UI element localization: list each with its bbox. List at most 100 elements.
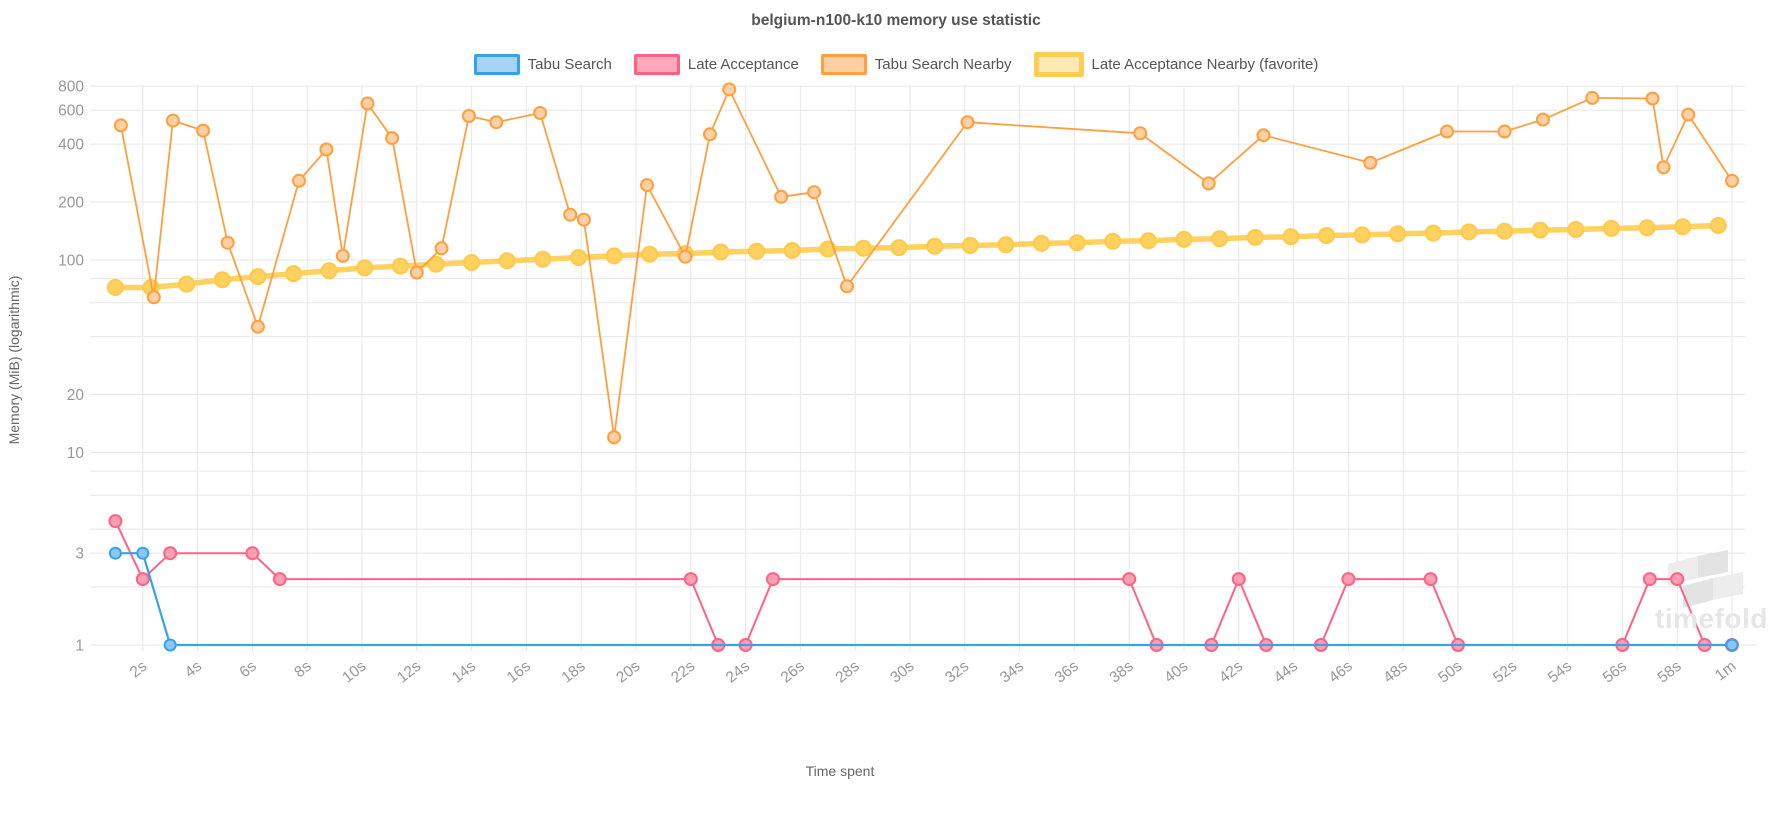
point-late-acceptance-nearby-favorite[interactable] <box>178 275 196 293</box>
point-tabu-search[interactable] <box>1725 638 1739 652</box>
point-tabu-search-nearby[interactable] <box>1256 128 1271 143</box>
point-late-acceptance-nearby-favorite[interactable] <box>213 271 231 289</box>
point-late-acceptance-nearby-favorite[interactable] <box>391 257 409 275</box>
point-tabu-search-nearby[interactable] <box>165 113 180 128</box>
legend-item-tabu-search[interactable]: Tabu Search <box>473 54 612 75</box>
point-tabu-search-nearby[interactable] <box>1681 107 1696 122</box>
point-tabu-search-nearby[interactable] <box>113 118 128 133</box>
point-late-acceptance-nearby-favorite[interactable] <box>534 250 552 268</box>
point-tabu-search-nearby[interactable] <box>576 212 591 227</box>
point-late-acceptance-nearby-favorite[interactable] <box>605 247 623 265</box>
point-late-acceptance-nearby-favorite[interactable] <box>854 239 872 257</box>
point-tabu-search-nearby[interactable] <box>607 430 622 445</box>
point-late-acceptance-nearby-favorite[interactable] <box>961 237 979 254</box>
point-tabu-search-nearby[interactable] <box>409 265 424 280</box>
point-late-acceptance[interactable] <box>163 546 178 561</box>
point-tabu-search-nearby[interactable] <box>563 207 578 222</box>
point-late-acceptance-nearby-favorite[interactable] <box>1602 219 1620 237</box>
point-late-acceptance-nearby-favorite[interactable] <box>285 265 302 283</box>
point-tabu-search-nearby[interactable] <box>146 290 161 305</box>
point-late-acceptance-nearby-favorite[interactable] <box>1638 219 1656 237</box>
point-tabu-search-nearby[interactable] <box>1497 124 1512 139</box>
point-tabu-search-nearby[interactable] <box>360 96 375 111</box>
point-tabu-search[interactable] <box>163 638 177 652</box>
point-tabu-search-nearby[interactable] <box>640 178 654 193</box>
point-tabu-search-nearby[interactable] <box>774 189 789 204</box>
point-tabu-search-nearby[interactable] <box>250 319 265 334</box>
point-tabu-search[interactable] <box>108 546 122 560</box>
point-late-acceptance-nearby-favorite[interactable] <box>1353 226 1371 244</box>
point-late-acceptance-nearby-favorite[interactable] <box>1068 234 1086 252</box>
point-late-acceptance-nearby-favorite[interactable] <box>1709 217 1727 234</box>
point-late-acceptance-nearby-favorite[interactable] <box>890 239 908 257</box>
point-tabu-search-nearby[interactable] <box>385 131 400 146</box>
point-late-acceptance-nearby-favorite[interactable] <box>997 236 1015 254</box>
point-late-acceptance-nearby-favorite[interactable] <box>1496 222 1514 240</box>
legend-item-late-acceptance[interactable]: Late Acceptance <box>633 54 799 75</box>
point-late-acceptance-nearby-favorite[interactable] <box>712 243 730 261</box>
point-tabu-search-nearby[interactable] <box>1645 91 1660 106</box>
point-tabu-search-nearby[interactable] <box>335 248 350 263</box>
point-late-acceptance-nearby-favorite[interactable] <box>1246 228 1264 246</box>
point-tabu-search-nearby[interactable] <box>220 235 235 250</box>
point-tabu-search-nearby[interactable] <box>1363 155 1378 170</box>
point-late-acceptance[interactable] <box>1423 572 1438 587</box>
point-late-acceptance-nearby-favorite[interactable] <box>106 279 124 296</box>
point-late-acceptance-nearby-favorite[interactable] <box>1318 227 1335 244</box>
point-late-acceptance-nearby-favorite[interactable] <box>1460 223 1478 241</box>
point-late-acceptance-nearby-favorite[interactable] <box>819 240 837 258</box>
point-late-acceptance[interactable] <box>1122 572 1137 587</box>
point-late-acceptance-nearby-favorite[interactable] <box>1674 218 1692 236</box>
point-late-acceptance-nearby-favorite[interactable] <box>320 262 338 280</box>
point-tabu-search-nearby[interactable] <box>489 115 504 130</box>
point-late-acceptance-nearby-favorite[interactable] <box>427 255 445 273</box>
point-late-acceptance-nearby-favorite[interactable] <box>1424 224 1442 242</box>
point-tabu-search-nearby[interactable] <box>461 109 476 123</box>
legend-item-tabu-search-nearby[interactable]: Tabu Search Nearby <box>820 54 1012 75</box>
point-late-acceptance[interactable] <box>272 572 287 587</box>
point-tabu-search-nearby[interactable] <box>533 106 548 120</box>
point-tabu-search-nearby[interactable] <box>1133 126 1148 141</box>
point-tabu-search-nearby[interactable] <box>319 142 334 157</box>
point-late-acceptance-nearby-favorite[interactable] <box>356 259 374 277</box>
point-tabu-search[interactable] <box>136 546 150 560</box>
point-late-acceptance-nearby-favorite[interactable] <box>1389 225 1407 243</box>
point-late-acceptance-nearby-favorite[interactable] <box>1104 232 1122 250</box>
point-tabu-search-nearby[interactable] <box>1585 90 1600 105</box>
point-tabu-search-nearby[interactable] <box>840 279 854 294</box>
point-tabu-search-nearby[interactable] <box>1440 124 1454 139</box>
point-late-acceptance[interactable] <box>135 572 150 587</box>
point-tabu-search-nearby[interactable] <box>1725 173 1739 188</box>
point-late-acceptance[interactable] <box>108 514 123 529</box>
point-late-acceptance-nearby-favorite[interactable] <box>1282 228 1300 246</box>
point-tabu-search-nearby[interactable] <box>434 241 449 256</box>
point-late-acceptance-nearby-favorite[interactable] <box>1211 230 1229 248</box>
point-tabu-search-nearby[interactable] <box>1656 160 1671 175</box>
point-late-acceptance-nearby-favorite[interactable] <box>783 242 801 259</box>
point-tabu-search-nearby[interactable] <box>1535 112 1550 127</box>
point-tabu-search-nearby[interactable] <box>960 115 975 130</box>
point-late-acceptance[interactable] <box>1341 572 1356 587</box>
point-late-acceptance-nearby-favorite[interactable] <box>641 245 659 263</box>
point-late-acceptance-nearby-favorite[interactable] <box>1567 221 1585 238</box>
point-late-acceptance[interactable] <box>683 572 698 587</box>
point-tabu-search-nearby[interactable] <box>703 127 717 142</box>
point-late-acceptance-nearby-favorite[interactable] <box>748 242 766 260</box>
point-tabu-search-nearby[interactable] <box>292 173 306 188</box>
point-late-acceptance-nearby-favorite[interactable] <box>926 237 944 255</box>
point-tabu-search-nearby[interactable] <box>807 185 822 200</box>
point-late-acceptance[interactable] <box>1642 572 1657 587</box>
point-tabu-search-nearby[interactable] <box>1201 176 1216 191</box>
point-late-acceptance-nearby-favorite[interactable] <box>1175 230 1193 248</box>
legend-item-late-acceptance-nearby-favorite[interactable]: Late Acceptance Nearby (favorite) <box>1033 52 1318 77</box>
point-late-acceptance-nearby-favorite[interactable] <box>1033 234 1050 252</box>
point-tabu-search-nearby[interactable] <box>678 249 693 264</box>
point-tabu-search-nearby[interactable] <box>722 82 737 97</box>
point-late-acceptance-nearby-favorite[interactable] <box>498 252 516 270</box>
point-late-acceptance-nearby-favorite[interactable] <box>1531 221 1549 239</box>
point-tabu-search-nearby[interactable] <box>196 123 211 138</box>
point-late-acceptance-nearby-favorite[interactable] <box>249 268 267 286</box>
point-late-acceptance-nearby-favorite[interactable] <box>570 249 587 266</box>
point-late-acceptance-nearby-favorite[interactable] <box>463 254 481 271</box>
point-late-acceptance[interactable] <box>1670 572 1685 587</box>
